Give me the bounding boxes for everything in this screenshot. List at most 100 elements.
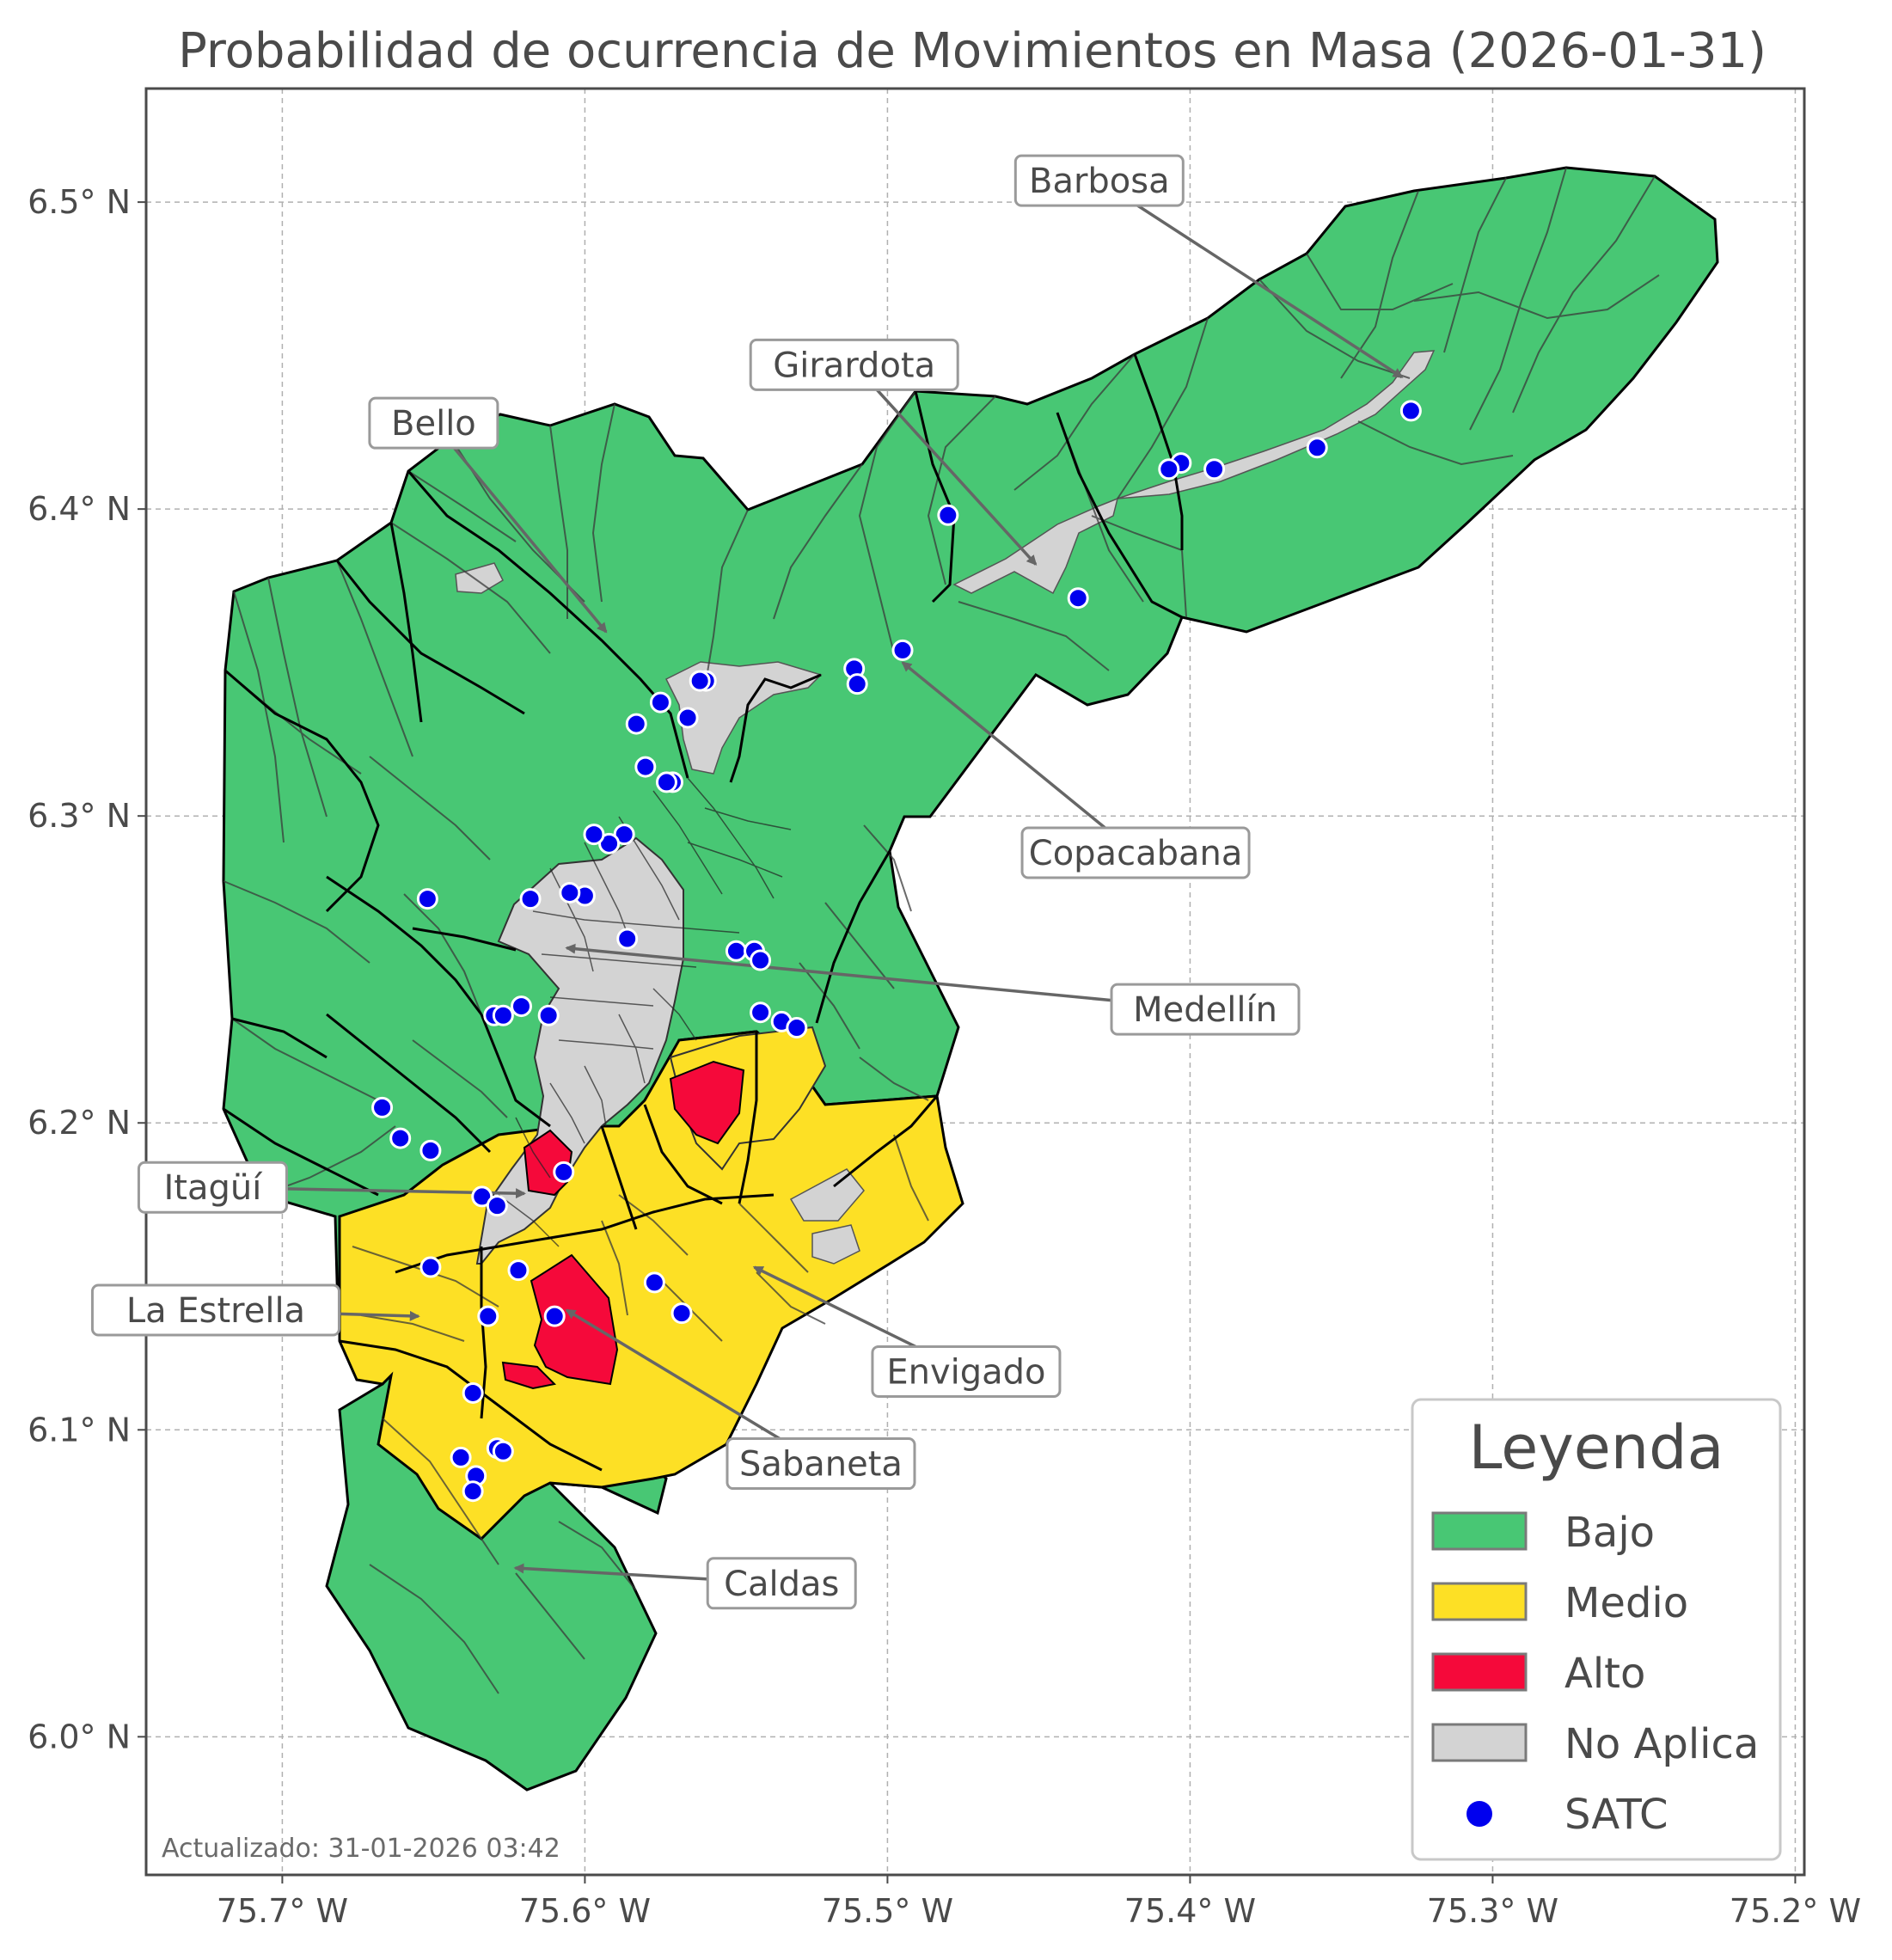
callout-box	[368, 396, 499, 450]
risk-zone-bajo	[222, 166, 1719, 1792]
satc-station-marker	[1067, 587, 1089, 609]
municipality-callout: Envigado	[752, 1265, 1062, 1398]
callout-label: Sabaneta	[739, 1445, 903, 1485]
satc-station-marker	[1203, 458, 1226, 481]
legend-label-bajo: Bajo	[1564, 1509, 1655, 1557]
risk-zone-no-aplica-bello	[455, 562, 504, 594]
legend-item-satc: SATC	[1466, 1791, 1669, 1839]
satc-station-marker	[1399, 400, 1422, 422]
satc-station-marker	[649, 691, 671, 714]
satc-station-marker	[634, 756, 657, 778]
satc-station-marker	[492, 1440, 514, 1462]
callout-label: Girardota	[773, 346, 935, 385]
municipality-callout: Sabaneta	[565, 1308, 916, 1491]
legend-swatch-medio	[1431, 1582, 1528, 1621]
satc-station-marker	[598, 832, 621, 854]
callout-label: Caldas	[724, 1565, 839, 1604]
satc-station-marker	[613, 824, 635, 846]
x-tick-label: 75.4° W	[1124, 1892, 1256, 1930]
callout-arrow	[513, 1563, 708, 1581]
legend-item-no_aplica: No Aplica	[1431, 1720, 1759, 1768]
municipality-callout: La Estrella	[90, 1283, 420, 1337]
satc-station-marker	[486, 1195, 508, 1217]
risk-zone-alto-medellin-east	[669, 1060, 745, 1145]
axis-ticks: 75.7° W 75.6° W 75.5° W 75.4° W 75.3° W 75.2°…	[28, 183, 1861, 1930]
satc-station-marker	[937, 504, 959, 526]
callout-box	[1110, 983, 1301, 1036]
satc-station-marker	[371, 1096, 394, 1118]
callout-label: Envigado	[886, 1352, 1045, 1392]
satc-station-marker	[750, 1001, 772, 1024]
legend-label-medio: Medio	[1564, 1579, 1688, 1627]
risk-zone-no-aplica-east-2	[811, 1224, 860, 1265]
satc-station-marker	[846, 673, 868, 695]
satc-station-marker	[543, 1305, 566, 1327]
satc-station-marker	[419, 1256, 442, 1278]
callout-label: Bello	[391, 404, 476, 444]
legend-swatch-no_aplica	[1431, 1723, 1528, 1762]
satc-station-marker	[462, 1381, 484, 1404]
satc-station-marker	[670, 1302, 693, 1325]
x-tick-label: 75.2° W	[1730, 1892, 1861, 1930]
satc-station-marker	[416, 888, 438, 910]
municipality-callout: Girardota	[749, 338, 1038, 566]
satc-station-marker	[655, 771, 677, 793]
map-title: Probabilidad de ocurrencia de Movimiento…	[178, 23, 1766, 79]
legend-swatch-bajo	[1431, 1511, 1528, 1551]
satc-station-marker	[477, 1305, 499, 1327]
satc-station-marker	[689, 670, 711, 692]
satc-station-marker	[510, 995, 532, 1018]
municipality-callout: Caldas	[513, 1557, 857, 1610]
legend-label-satc: SATC	[1564, 1791, 1669, 1839]
satc-station-marker	[616, 928, 639, 950]
satc-station-marker	[450, 1446, 472, 1468]
satc-station-marker	[583, 824, 605, 846]
risk-zone-no-aplica-girardota	[952, 497, 1119, 595]
municipality-callout: Bello	[368, 396, 608, 634]
satc-station-marker	[471, 1185, 493, 1208]
updated-timestamp: Actualizado: 31-01-2026 03:42	[162, 1834, 560, 1864]
callout-box	[726, 1437, 916, 1491]
satc-station-marker	[492, 1004, 514, 1026]
callout-arrow	[453, 447, 608, 634]
risk-zone-no-aplica-east	[789, 1168, 865, 1222]
satc-station-marker	[537, 1004, 560, 1026]
satc-station-marker	[1158, 458, 1180, 481]
callout-box	[706, 1557, 857, 1610]
callout-arrow	[565, 943, 1112, 1002]
y-tick-label: 6.2° N	[28, 1104, 131, 1142]
legend-item-bajo: Bajo	[1431, 1509, 1655, 1557]
callout-arrow	[901, 661, 1106, 830]
x-tick-label: 75.3° W	[1427, 1892, 1558, 1930]
satc-station-marker	[1306, 437, 1328, 459]
callout-box	[1020, 826, 1251, 879]
satc-station-marker	[553, 1161, 575, 1183]
risk-zone-no-aplica-barbosa	[1117, 350, 1436, 499]
risk-zone-alto-laestrella	[501, 1361, 557, 1390]
y-tick-label: 6.1° N	[28, 1411, 131, 1449]
x-tick-label: 75.6° W	[519, 1892, 651, 1930]
y-tick-label: 6.4° N	[28, 490, 131, 528]
callout-arrow	[339, 1310, 420, 1321]
satc-station-marker	[507, 1259, 530, 1282]
municipality-callout: Medellín	[565, 943, 1301, 1036]
legend-title: Leyenda	[1468, 1412, 1724, 1483]
satc-station-marker	[419, 1139, 442, 1161]
urban-comuna-lines	[498, 777, 792, 1247]
callout-arrow	[565, 1308, 781, 1441]
legend-label-no_aplica: No Aplica	[1564, 1720, 1759, 1768]
satc-station-marker	[559, 881, 581, 903]
satc-station-marker	[462, 1480, 484, 1503]
satc-station-marker	[786, 1017, 808, 1039]
callout-label: Barbosa	[1029, 162, 1170, 201]
callout-label: Copacabana	[1029, 834, 1243, 873]
municipal-boundaries	[223, 353, 1184, 1472]
callout-box	[1013, 154, 1185, 207]
satc-station-marker	[519, 888, 542, 910]
x-tick-label: 75.7° W	[217, 1892, 348, 1930]
satc-station-marker	[677, 707, 699, 729]
y-tick-label: 6.3° N	[28, 797, 131, 835]
satc-station-marker	[643, 1271, 665, 1294]
risk-zone-alto-sabaneta	[530, 1253, 619, 1386]
